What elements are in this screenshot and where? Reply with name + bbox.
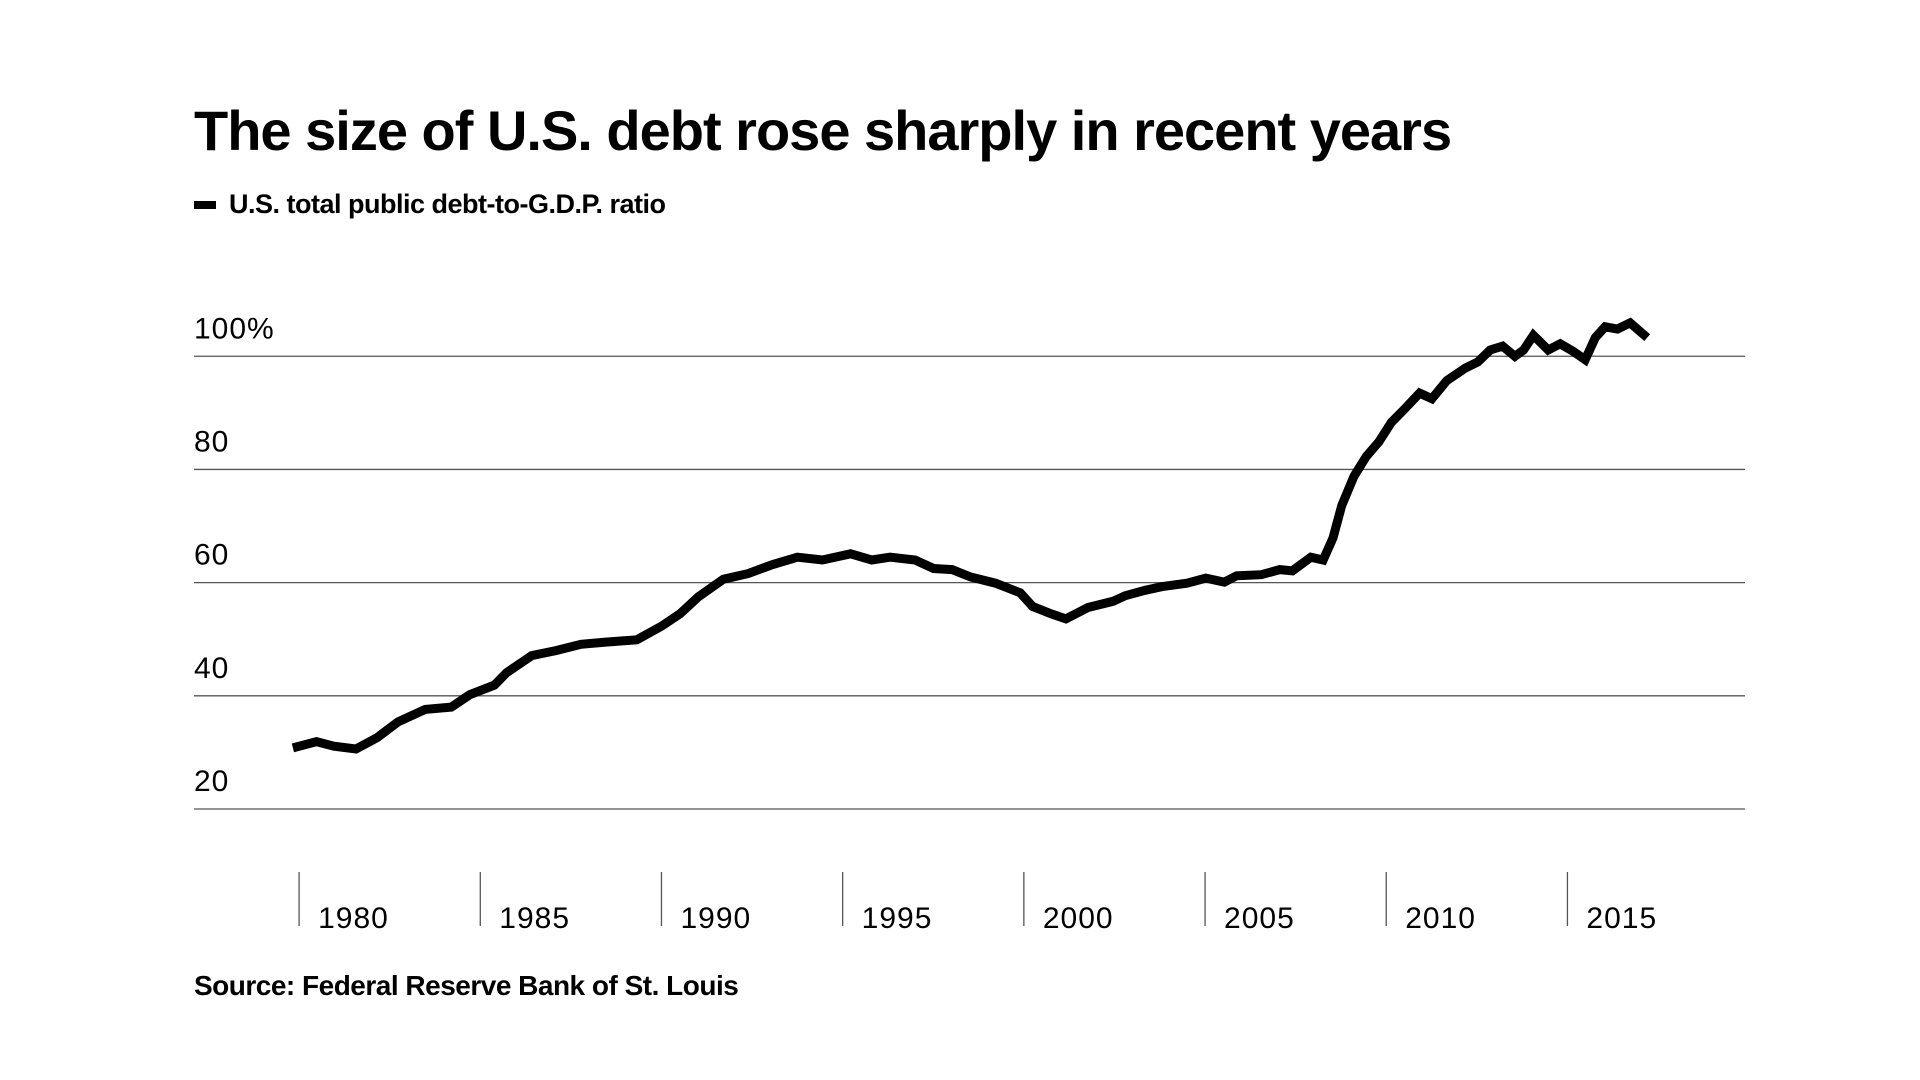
source: Source: Federal Reserve Bank of St. Loui…	[194, 970, 738, 1001]
x-tick-label: 1985	[499, 902, 570, 935]
y-tick-label: 40	[194, 652, 229, 685]
x-tick-label: 2015	[1586, 902, 1657, 935]
y-tick-label: 80	[194, 425, 229, 458]
data-line	[291, 317, 1651, 754]
chart-title: The size of U.S. debt rose sharply in re…	[194, 99, 1451, 162]
x-tick-label: 1990	[680, 902, 751, 935]
x-tick-label: 2010	[1405, 902, 1476, 935]
y-tick-label: 100%	[194, 312, 275, 345]
x-tick-label: 1995	[862, 902, 933, 935]
x-tick-label: 1980	[318, 902, 389, 935]
y-tick-label: 60	[194, 539, 229, 572]
y-tick-label: 20	[194, 765, 229, 798]
x-tick-label: 2000	[1043, 902, 1114, 935]
x-tick-label: 2005	[1224, 902, 1295, 935]
legend-label: U.S. total public debt-to-G.D.P. ratio	[229, 189, 666, 219]
legend-swatch	[194, 201, 216, 209]
